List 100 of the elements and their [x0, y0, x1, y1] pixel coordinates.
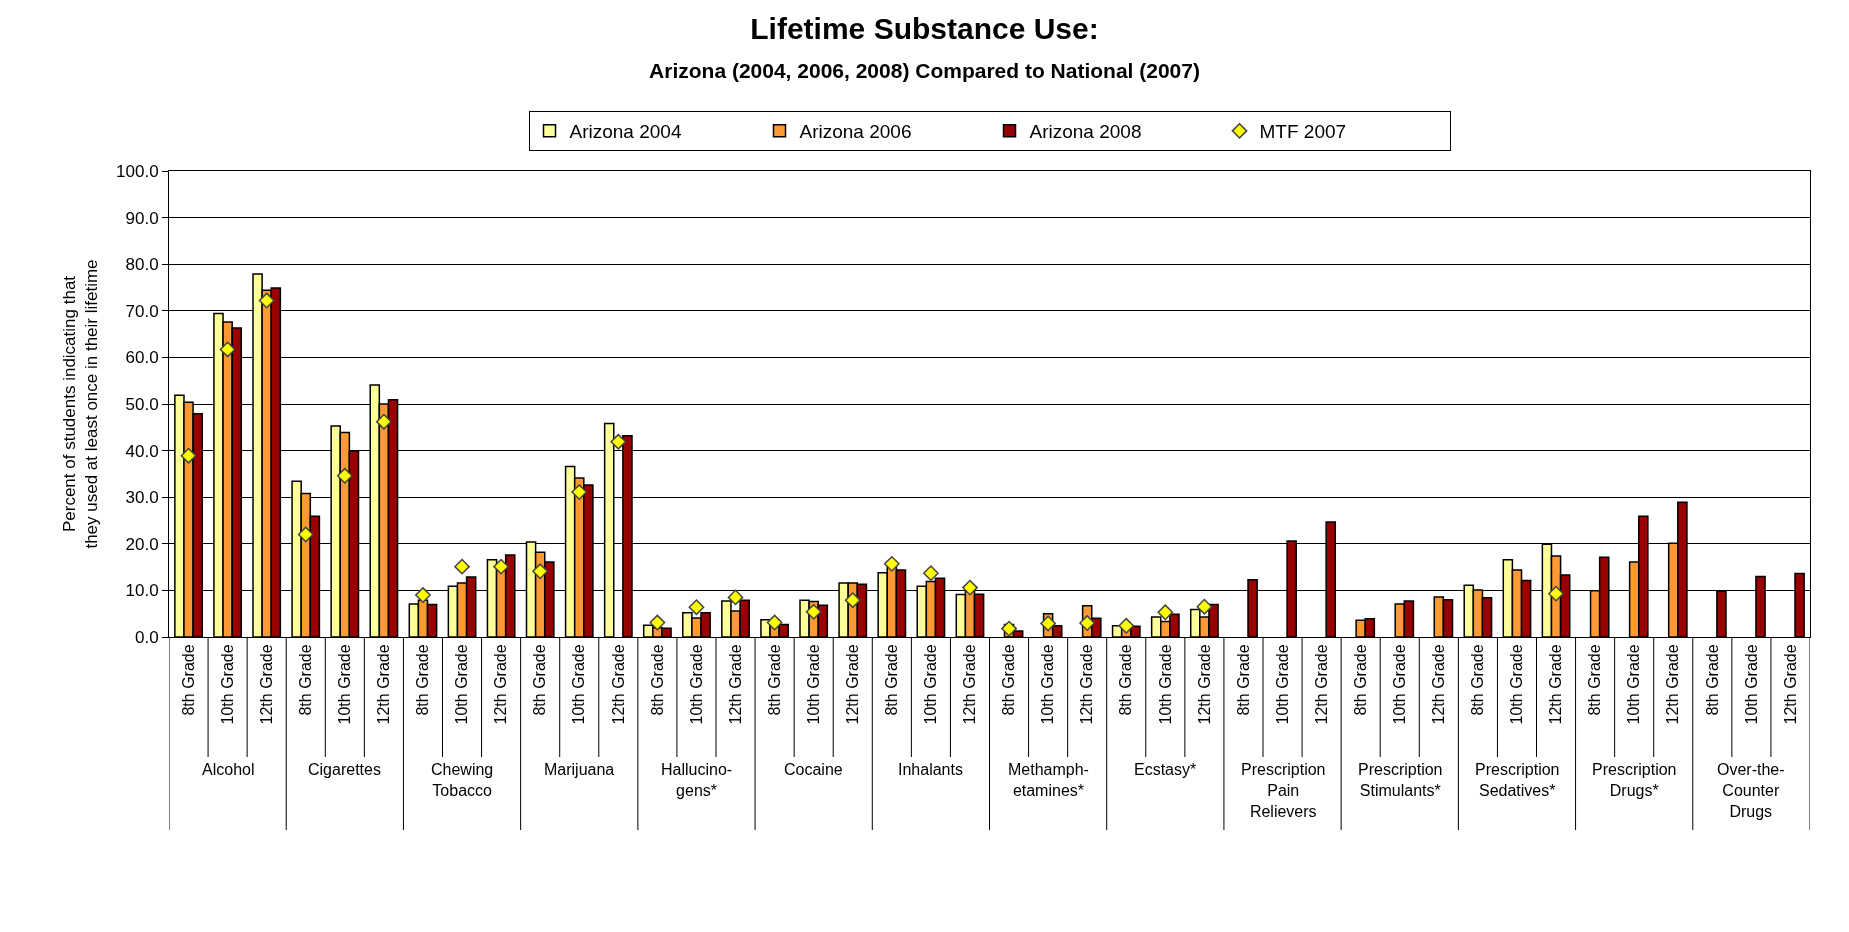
point — [610, 433, 627, 450]
text: Prescription Pain Relievers — [1241, 761, 1326, 820]
x-tick-label: 8th Grade — [1000, 644, 1018, 716]
point — [727, 589, 744, 606]
x-tick-label: 8th Grade — [296, 644, 314, 716]
point — [922, 565, 939, 582]
x-tick-label: 12th Grade — [1195, 644, 1213, 725]
chart-subtitle: Arizona (2004, 2006, 2008) Compared to National (2007) — [649, 59, 1200, 83]
point — [1196, 598, 1213, 615]
point — [375, 413, 392, 430]
x-tick-label: 12th Grade — [1078, 644, 1096, 725]
y-tick-label: 100.0 — [116, 161, 159, 181]
text: Prescription Drugs* — [1592, 761, 1677, 799]
x-tick-label: 10th Grade — [1273, 644, 1291, 725]
point — [962, 579, 978, 596]
x-tick-label: 10th Grade — [1390, 644, 1408, 725]
x-tick-label: 12th Grade — [1664, 644, 1682, 725]
x-tick-label: 8th Grade — [179, 644, 197, 716]
point — [454, 558, 470, 575]
y-axis-title: Percent of students indicating that they used at least once in their lifetime — [59, 259, 101, 549]
point — [336, 467, 353, 484]
point — [1548, 585, 1564, 602]
x-tick-label: 10th Grade — [687, 644, 705, 725]
x-tick-label: 12th Grade — [257, 644, 275, 725]
y-tick-label: 70.0 — [125, 301, 159, 321]
x-tick-label: 8th Grade — [648, 644, 666, 716]
y-tick-label: 10.0 — [125, 581, 159, 601]
x-tick-label: 8th Grade — [1351, 644, 1369, 716]
x-tick-label: 10th Grade — [1625, 644, 1643, 725]
x-tick-label: 12th Grade — [1781, 644, 1799, 725]
x-tick-label: 12th Grade — [726, 644, 744, 725]
text: Hallucino- gens* — [661, 761, 733, 799]
x-tick-label: 12th Grade — [1312, 644, 1330, 725]
text: Marijuana — [544, 761, 615, 778]
legend-label: Arizona 2006 — [799, 121, 912, 143]
x-tick-label: 8th Grade — [1469, 644, 1487, 716]
text: Cocaine — [784, 761, 843, 778]
x-tick-label: 10th Grade — [336, 644, 354, 725]
point — [688, 599, 705, 616]
point — [766, 614, 783, 631]
x-tick-label: 8th Grade — [883, 644, 901, 716]
x-tick-label: 12th Grade — [609, 644, 627, 725]
y-tick-label: 0.0 — [134, 627, 159, 647]
x-tick-label: 12th Grade — [1547, 644, 1565, 725]
text: Ecstasy* — [1134, 761, 1197, 778]
y-tick-label: 30.0 — [125, 488, 159, 508]
x-tick-label: 10th Grade — [1508, 644, 1526, 725]
point — [883, 555, 900, 572]
point — [180, 447, 197, 464]
y-tick-label: 80.0 — [125, 255, 159, 275]
point — [258, 292, 275, 309]
x-tick-label: 8th Grade — [1117, 644, 1135, 716]
x-tick-label: 10th Grade — [570, 644, 588, 725]
point — [219, 341, 236, 358]
x-tick-label: 8th Grade — [1586, 644, 1604, 716]
point — [805, 603, 822, 620]
text: Cigarettes — [308, 761, 381, 778]
x-tick-label: 10th Grade — [218, 644, 236, 725]
point — [415, 587, 431, 603]
x-tick-label: 12th Grade — [961, 644, 979, 725]
y-tick-label: 20.0 — [125, 534, 159, 554]
point — [1079, 615, 1096, 631]
x-tick-label: 10th Grade — [1156, 644, 1174, 725]
text: Alcohol — [202, 761, 255, 778]
x-tick-label: 10th Grade — [453, 644, 471, 725]
text: Prescription Stimulants* — [1358, 761, 1443, 799]
text: Chewing Tobacco — [431, 761, 494, 799]
x-tick-label: 8th Grade — [1234, 644, 1252, 716]
legend-label: Arizona 2008 — [1029, 121, 1142, 143]
x-tick-label: 12th Grade — [375, 644, 393, 725]
chart-title: Lifetime Substance Use: — [750, 12, 1099, 46]
point — [844, 592, 861, 609]
legend-label: Arizona 2004 — [569, 121, 682, 143]
x-tick-label: 8th Grade — [531, 644, 549, 716]
x-tick-label: 10th Grade — [1742, 644, 1760, 725]
x-tick-label: 10th Grade — [922, 644, 940, 725]
text: Inhalants — [898, 761, 963, 778]
x-tick-label: 10th Grade — [804, 644, 822, 725]
x-tick-label: 12th Grade — [492, 644, 510, 725]
y-tick-label: 60.0 — [125, 348, 159, 368]
text: Methamph- etamines* — [1008, 761, 1089, 799]
x-tick-label: 12th Grade — [1430, 644, 1448, 725]
point — [649, 614, 666, 631]
y-tick-label: 90.0 — [125, 208, 159, 228]
point — [1157, 604, 1174, 621]
y-tick-label: 50.0 — [125, 394, 159, 414]
x-tick-label: 8th Grade — [1703, 644, 1721, 716]
point — [532, 563, 549, 580]
point — [493, 558, 510, 575]
x-tick-label: 8th Grade — [414, 644, 432, 716]
text: Prescription Sedatives* — [1475, 761, 1560, 799]
legend-label: MTF 2007 — [1259, 121, 1347, 143]
point — [571, 484, 588, 500]
y-tick-label: 40.0 — [125, 441, 159, 461]
point — [1118, 617, 1135, 634]
point — [1040, 615, 1057, 632]
x-tick-label: 8th Grade — [765, 644, 783, 716]
x-tick-label: 12th Grade — [843, 644, 861, 725]
x-tick-label: 10th Grade — [1039, 644, 1057, 725]
text: Over-the- Counter Drugs — [1717, 761, 1785, 820]
